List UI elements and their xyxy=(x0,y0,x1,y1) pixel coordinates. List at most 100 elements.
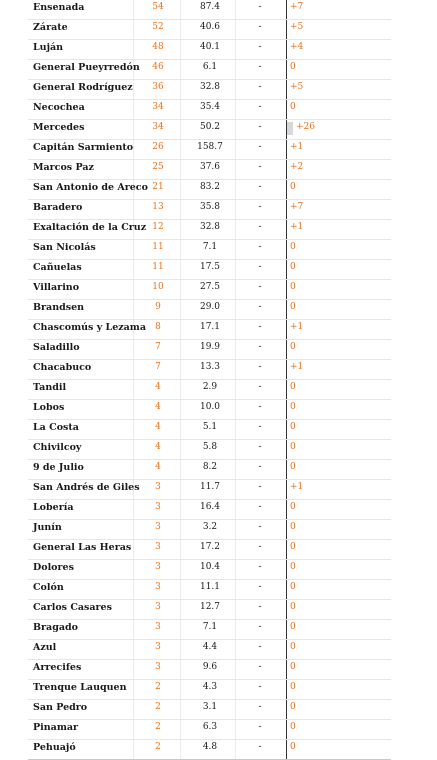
table-row: General Pueyrredón 46 6.1 - 0 xyxy=(28,60,391,80)
delta-value: 0 xyxy=(290,562,296,572)
empty-value: - xyxy=(258,242,262,252)
empty-value: - xyxy=(258,322,262,332)
column-divider xyxy=(235,60,236,79)
delta-value: +5 xyxy=(290,22,304,32)
delta-axis-line xyxy=(286,80,287,99)
empty-value: - xyxy=(258,682,262,692)
delta-value: +4 xyxy=(290,42,304,52)
delta-axis-line xyxy=(286,440,287,459)
empty-value: - xyxy=(258,642,262,652)
table-row: Tandil 4 2.9 - 0 xyxy=(28,380,391,400)
delta-axis-line xyxy=(286,400,287,419)
column-divider xyxy=(235,220,236,239)
delta-value: 0 xyxy=(290,702,296,712)
column-divider xyxy=(235,700,236,719)
rate-value: 158.7 xyxy=(197,142,223,152)
empty-value: - xyxy=(258,222,262,232)
municipality-name: Marcos Paz xyxy=(33,162,94,173)
column-divider xyxy=(133,360,134,379)
empty-value: - xyxy=(258,362,262,372)
column-divider xyxy=(180,220,181,239)
empty-value: - xyxy=(258,382,262,392)
case-count: 25 xyxy=(152,162,164,172)
column-divider xyxy=(235,100,236,119)
column-divider xyxy=(133,40,134,59)
column-divider xyxy=(133,80,134,99)
table-row: Arrecifes 3 9.6 - 0 xyxy=(28,660,391,680)
column-divider xyxy=(180,260,181,279)
column-divider xyxy=(180,340,181,359)
column-divider xyxy=(133,380,134,399)
delta-value: +1 xyxy=(290,322,304,332)
rate-value: 50.2 xyxy=(199,122,221,132)
empty-value: - xyxy=(258,502,262,512)
column-divider xyxy=(133,640,134,659)
delta-value: +5 xyxy=(290,82,304,92)
rate-value: 32.8 xyxy=(199,82,221,92)
case-count: 34 xyxy=(152,102,164,112)
column-divider xyxy=(133,340,134,359)
delta-value: 0 xyxy=(290,442,296,452)
rate-value: 10.0 xyxy=(199,402,221,412)
column-divider xyxy=(180,180,181,199)
delta-value: 0 xyxy=(290,522,296,532)
delta-value: +1 xyxy=(290,362,304,372)
rate-value: 12.7 xyxy=(199,602,221,612)
data-table: Ensenada 54 87.4- +7 Zárate 52 40.6- +5 Luján 48 4… xyxy=(28,0,391,760)
column-divider xyxy=(133,60,134,79)
delta-value: +1 xyxy=(290,222,304,232)
delta-axis-line xyxy=(286,60,287,79)
delta-value: 0 xyxy=(290,182,296,192)
empty-value: - xyxy=(258,102,262,112)
column-divider xyxy=(235,260,236,279)
rate-value: 35.4 xyxy=(199,102,221,112)
table-row: Mercedes 34 50.2 - +26 xyxy=(28,120,391,140)
table-row: Bragado 3 7.1 - 0 xyxy=(28,620,391,640)
rate-value: 9.6 xyxy=(202,662,218,672)
delta-axis-line xyxy=(286,0,287,19)
case-count: 2 xyxy=(155,702,161,712)
municipality-name: Chascomús y Lezama xyxy=(33,322,147,333)
rate-value: 83.2 xyxy=(199,182,221,192)
delta-axis-line xyxy=(286,240,287,259)
delta-axis-line xyxy=(286,380,287,399)
delta-axis-line xyxy=(286,280,287,299)
case-count: 13 xyxy=(152,202,164,212)
rate-value: 2.9 xyxy=(202,382,218,392)
column-divider xyxy=(180,0,181,19)
delta-axis-line xyxy=(286,480,287,499)
table-row: Junín 3 3.2 - 0 xyxy=(28,520,391,540)
column-divider xyxy=(180,560,181,579)
column-divider xyxy=(235,620,236,639)
case-count: 34 xyxy=(152,122,164,132)
delta-axis-line xyxy=(286,100,287,119)
column-divider xyxy=(235,680,236,699)
table-row: General Las Heras 3 17.2 - 0 xyxy=(28,540,391,560)
column-divider xyxy=(235,460,236,479)
case-count: 21 xyxy=(152,182,164,192)
delta-axis-line xyxy=(286,740,287,759)
column-divider xyxy=(133,320,134,339)
column-divider xyxy=(235,380,236,399)
municipality-name: Luján xyxy=(33,42,64,53)
column-divider xyxy=(235,160,236,179)
municipality-name: Lobería xyxy=(33,502,74,513)
empty-value: - xyxy=(258,122,262,132)
column-divider xyxy=(180,580,181,599)
column-divider xyxy=(235,520,236,539)
rate-value: 40.6 xyxy=(199,22,221,32)
empty-value: - xyxy=(258,142,262,152)
column-divider xyxy=(133,620,134,639)
column-divider xyxy=(180,700,181,719)
municipality-name: Exaltación de la Cruz xyxy=(33,222,147,233)
rate-value: 16.4 xyxy=(199,502,221,512)
empty-value: - xyxy=(258,82,262,92)
municipality-name: General Las Heras xyxy=(33,542,132,553)
column-divider xyxy=(133,440,134,459)
column-divider xyxy=(235,80,236,99)
municipality-name: Saladillo xyxy=(33,342,80,353)
delta-value: 0 xyxy=(290,602,296,612)
delta-axis-line xyxy=(286,20,287,39)
table-row: Chivilcoy 4 5.8 - 0 xyxy=(28,440,391,460)
case-count: 10 xyxy=(152,282,164,292)
